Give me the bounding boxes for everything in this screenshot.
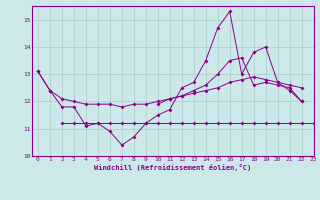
- X-axis label: Windchill (Refroidissement éolien,°C): Windchill (Refroidissement éolien,°C): [94, 164, 252, 171]
